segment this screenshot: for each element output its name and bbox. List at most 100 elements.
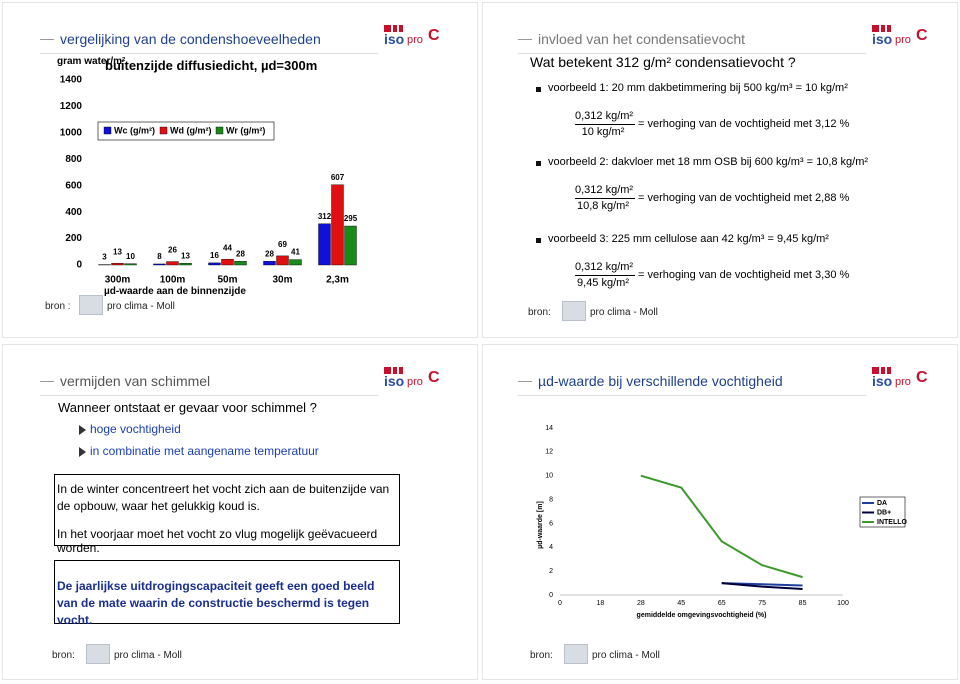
source-icon bbox=[79, 295, 103, 315]
paragraph: In de winter concentreert het vocht zich… bbox=[57, 482, 390, 513]
legend-label: Wc (g/m²) bbox=[114, 125, 155, 135]
title-rule bbox=[40, 395, 378, 396]
numerator: 0,312 kg/m² bbox=[575, 110, 634, 122]
bar bbox=[276, 255, 289, 266]
source-name: pro clima - Moll bbox=[107, 301, 175, 312]
source-name: pro clima - Moll bbox=[114, 650, 182, 661]
logo-mark bbox=[887, 367, 891, 374]
y-tick-label: 800 bbox=[65, 154, 82, 165]
slide-title: invloed van het condensatievocht bbox=[538, 31, 746, 47]
y-tick-label: 2 bbox=[549, 568, 553, 575]
example-text: voorbeeld 3: 225 mm cellulose aan 42 kg/… bbox=[548, 233, 829, 245]
x-tick-label: 28 bbox=[637, 600, 645, 607]
x-tick-label: 85 bbox=[799, 600, 807, 607]
logo-mark bbox=[384, 367, 391, 374]
slide-frame bbox=[482, 2, 958, 338]
y-tick-label: 14 bbox=[545, 425, 553, 432]
y-tick-label: 6 bbox=[549, 520, 553, 527]
bar bbox=[111, 263, 124, 266]
x-tick-label: 75 bbox=[758, 600, 766, 607]
fraction-line bbox=[575, 124, 635, 125]
x-tick-label: 0 bbox=[558, 600, 562, 607]
chart-title: buitenzijde diffusiedicht, µd=300m bbox=[105, 58, 318, 73]
logo-mark bbox=[399, 25, 403, 32]
x-tick-label: 65 bbox=[718, 600, 726, 607]
source-name: pro clima - Moll bbox=[590, 307, 658, 318]
logo-mark bbox=[393, 367, 397, 374]
slide-title: vergelijking van de condenshoeveelheden bbox=[60, 31, 321, 47]
title-rule bbox=[40, 53, 378, 54]
title-dash bbox=[518, 39, 532, 40]
data-label: 13 bbox=[113, 247, 122, 256]
data-label: 69 bbox=[278, 240, 287, 249]
y-axis-title: gram water/m² bbox=[57, 56, 126, 67]
data-label: 16 bbox=[210, 251, 219, 260]
bar bbox=[153, 263, 166, 266]
logo-pro: pro bbox=[895, 34, 911, 46]
example-text: voorbeeld 1: 20 mm dakbetimmering bij 50… bbox=[548, 82, 848, 94]
legend-label: DB+ bbox=[877, 509, 891, 516]
legend-label: INTELLO bbox=[877, 519, 907, 526]
data-label: 28 bbox=[265, 249, 274, 258]
title-dash bbox=[40, 39, 54, 40]
logo-c: C bbox=[916, 369, 928, 386]
bar bbox=[263, 261, 276, 266]
slide-frame bbox=[2, 2, 478, 338]
y-tick-label: 0 bbox=[549, 592, 553, 599]
title-dash bbox=[40, 381, 54, 382]
line bbox=[721, 582, 803, 591]
logo: iso pro C bbox=[872, 367, 942, 391]
logo-iso: iso bbox=[384, 31, 405, 47]
legend-swatch bbox=[159, 126, 168, 135]
logo-pro: pro bbox=[407, 34, 423, 46]
bullet-arrow bbox=[79, 447, 86, 457]
logo-pro: pro bbox=[895, 376, 911, 388]
fraction-line bbox=[575, 198, 635, 199]
logo-pro: pro bbox=[407, 376, 423, 388]
result: = verhoging van de vochtigheid met 3,30 … bbox=[638, 269, 850, 281]
logo: iso pro C bbox=[384, 25, 454, 49]
y-tick-label: 8 bbox=[549, 496, 553, 503]
slide-title: vermijden van schimmel bbox=[60, 373, 211, 389]
data-label: 28 bbox=[236, 249, 245, 258]
slide-frame bbox=[2, 344, 478, 680]
question: Wat betekent 312 g/m² condensatievocht ? bbox=[530, 54, 796, 70]
logo-iso: iso bbox=[384, 373, 405, 389]
data-label: 41 bbox=[291, 248, 300, 257]
data-label: 3 bbox=[102, 253, 107, 262]
bullet-text: hoge vochtigheid bbox=[90, 422, 181, 436]
denominator: 10 kg/m² bbox=[581, 126, 625, 138]
slide-title: µd-waarde bij verschillende vochtigheid bbox=[538, 373, 783, 389]
data-label: 26 bbox=[168, 246, 177, 255]
title-dash bbox=[518, 381, 532, 382]
data-label: 607 bbox=[331, 173, 345, 182]
logo: iso pro C bbox=[872, 25, 942, 49]
x-axis-title: µd-waarde aan de binnenzijde bbox=[104, 286, 246, 297]
logo-c: C bbox=[916, 27, 928, 44]
y-axis-title: µd-waarde [m] bbox=[537, 501, 544, 549]
denominator: 10,8 kg/m² bbox=[577, 200, 629, 212]
title-rule bbox=[518, 395, 866, 396]
x-tick-label: 100m bbox=[160, 275, 186, 286]
line bbox=[640, 474, 803, 579]
y-tick-label: 1400 bbox=[60, 75, 83, 86]
x-tick-label: 300m bbox=[105, 275, 131, 286]
y-tick-label: 1200 bbox=[60, 101, 83, 112]
result: = verhoging van de vochtigheid met 3,12 … bbox=[638, 118, 850, 130]
source-name: pro clima - Moll bbox=[592, 650, 660, 661]
bullet bbox=[536, 87, 541, 92]
bar bbox=[124, 263, 137, 266]
bar bbox=[166, 261, 179, 266]
logo-mark bbox=[384, 25, 391, 32]
x-tick-label: 50m bbox=[217, 275, 237, 286]
y-tick-label: 400 bbox=[65, 207, 82, 218]
text-box: De jaarlijkse uitdrogingscapaciteit geef… bbox=[54, 560, 400, 627]
logo-mark bbox=[872, 367, 879, 374]
logo-mark bbox=[393, 25, 397, 32]
data-label: 8 bbox=[157, 252, 162, 261]
example-text: voorbeeld 2: dakvloer met 18 mm OSB bij … bbox=[548, 156, 869, 168]
logo-c: C bbox=[428, 369, 440, 386]
legend-label: Wr (g/m²) bbox=[226, 125, 265, 135]
x-tick-label: 30m bbox=[272, 275, 292, 286]
